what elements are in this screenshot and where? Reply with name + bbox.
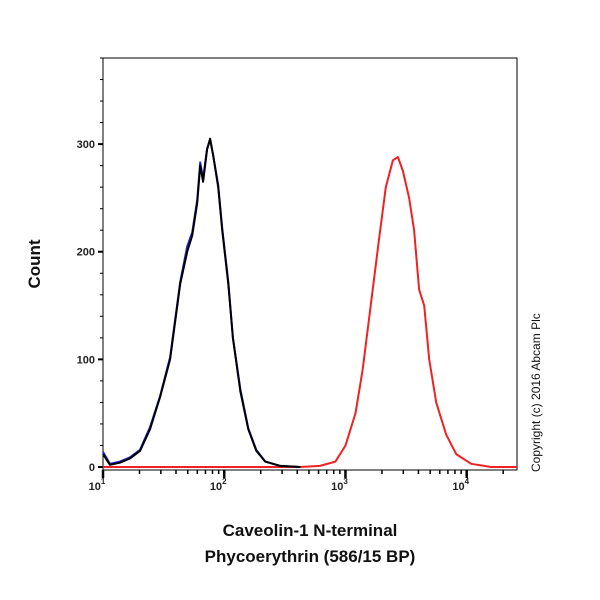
copyright-text: Copyright (c) 2016 Abcam Plc (529, 313, 543, 472)
x-axis-label-line2: Phycoerythrin (586/15 BP) (205, 547, 416, 566)
x-tick-label: 104 (452, 477, 469, 493)
y-axis-label: Count (25, 239, 44, 288)
y-tick-label: 0 (89, 462, 95, 474)
series-line-2 (102, 137, 301, 468)
x-tick-label: 101 (89, 477, 106, 493)
x-tick-label: 102 (210, 477, 227, 493)
x-tick-label: 103 (331, 477, 348, 493)
y-tick-label: 300 (77, 139, 95, 151)
x-axis-label: Caveolin-1 N-terminal (223, 521, 398, 540)
y-tick-label: 200 (77, 247, 95, 259)
plot-frame (102, 57, 518, 471)
series-line-0 (103, 156, 517, 468)
y-tick-label: 100 (77, 354, 95, 366)
series-line-1 (102, 138, 301, 468)
